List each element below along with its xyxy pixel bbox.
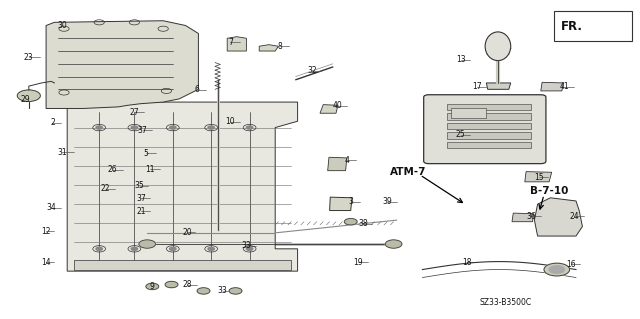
Polygon shape bbox=[447, 132, 531, 139]
Polygon shape bbox=[328, 157, 347, 171]
Text: 33: 33 bbox=[241, 241, 252, 250]
Text: 16: 16 bbox=[566, 260, 576, 269]
Polygon shape bbox=[486, 83, 511, 89]
Text: 18: 18 bbox=[463, 258, 472, 267]
Text: 31: 31 bbox=[57, 148, 67, 157]
Text: 7: 7 bbox=[228, 38, 233, 47]
Text: 40: 40 bbox=[333, 101, 343, 110]
Circle shape bbox=[208, 247, 214, 250]
Text: 34: 34 bbox=[46, 204, 56, 212]
Text: 5: 5 bbox=[143, 149, 148, 158]
Polygon shape bbox=[451, 108, 486, 118]
Circle shape bbox=[544, 263, 570, 276]
Text: 17: 17 bbox=[472, 82, 482, 91]
Text: 4: 4 bbox=[344, 156, 349, 165]
Circle shape bbox=[131, 247, 138, 250]
Polygon shape bbox=[541, 82, 563, 91]
Polygon shape bbox=[259, 45, 278, 51]
Circle shape bbox=[208, 126, 214, 129]
Polygon shape bbox=[227, 37, 246, 51]
Circle shape bbox=[17, 90, 40, 101]
Text: 28: 28 bbox=[182, 280, 191, 289]
Circle shape bbox=[170, 247, 176, 250]
Text: 2: 2 bbox=[50, 118, 55, 127]
Text: 27: 27 bbox=[129, 108, 140, 117]
Circle shape bbox=[246, 126, 253, 129]
Text: 30: 30 bbox=[58, 21, 68, 30]
Text: 26: 26 bbox=[107, 165, 117, 174]
Polygon shape bbox=[74, 260, 291, 270]
Circle shape bbox=[246, 247, 253, 250]
FancyBboxPatch shape bbox=[424, 95, 546, 164]
Polygon shape bbox=[320, 105, 338, 113]
FancyBboxPatch shape bbox=[554, 11, 632, 41]
Text: 41: 41 bbox=[559, 82, 570, 91]
Text: 8: 8 bbox=[278, 42, 283, 51]
Text: 33: 33 bbox=[218, 286, 228, 295]
Text: 35: 35 bbox=[134, 181, 145, 190]
Text: SZ33-B3500C: SZ33-B3500C bbox=[479, 298, 532, 307]
Text: 36: 36 bbox=[526, 212, 536, 221]
Polygon shape bbox=[447, 113, 531, 120]
Text: ATM-7: ATM-7 bbox=[390, 167, 427, 177]
Polygon shape bbox=[46, 21, 198, 108]
Polygon shape bbox=[67, 102, 298, 271]
Text: 15: 15 bbox=[534, 173, 544, 182]
Polygon shape bbox=[447, 123, 531, 129]
Text: 9: 9 bbox=[150, 282, 155, 291]
Text: 12: 12 bbox=[42, 227, 51, 236]
Text: 21: 21 bbox=[136, 207, 145, 216]
Circle shape bbox=[146, 283, 159, 290]
Polygon shape bbox=[512, 213, 534, 222]
Circle shape bbox=[229, 288, 242, 294]
Text: 14: 14 bbox=[41, 258, 51, 267]
Circle shape bbox=[197, 288, 210, 294]
Text: FR.: FR. bbox=[561, 20, 582, 33]
Text: 38: 38 bbox=[358, 219, 369, 228]
Polygon shape bbox=[447, 104, 531, 110]
Text: 19: 19 bbox=[353, 258, 364, 267]
Text: 3: 3 bbox=[348, 197, 353, 206]
Text: B-7-10: B-7-10 bbox=[530, 186, 568, 197]
Text: 25: 25 bbox=[456, 130, 466, 139]
Polygon shape bbox=[447, 142, 531, 148]
Text: 24: 24 bbox=[570, 212, 580, 221]
Circle shape bbox=[96, 247, 102, 250]
Text: 22: 22 bbox=[101, 184, 110, 193]
Circle shape bbox=[165, 281, 178, 288]
Text: 32: 32 bbox=[307, 66, 317, 75]
Polygon shape bbox=[330, 197, 352, 211]
Text: 6: 6 bbox=[195, 85, 200, 94]
Text: 37: 37 bbox=[138, 126, 148, 135]
Text: 10: 10 bbox=[225, 117, 236, 126]
Circle shape bbox=[96, 126, 102, 129]
Circle shape bbox=[385, 240, 402, 248]
Text: 23: 23 bbox=[24, 53, 34, 62]
Text: 20: 20 bbox=[182, 228, 192, 237]
Polygon shape bbox=[525, 172, 552, 182]
Text: 13: 13 bbox=[456, 56, 466, 64]
Text: 29: 29 bbox=[20, 95, 31, 104]
Text: 11: 11 bbox=[146, 165, 155, 174]
Ellipse shape bbox=[485, 32, 511, 61]
Circle shape bbox=[131, 126, 138, 129]
Circle shape bbox=[344, 219, 357, 225]
Text: 37: 37 bbox=[136, 194, 146, 203]
Circle shape bbox=[139, 240, 156, 248]
Text: 39: 39 bbox=[382, 197, 392, 206]
Polygon shape bbox=[534, 198, 582, 236]
Circle shape bbox=[170, 126, 176, 129]
Circle shape bbox=[549, 266, 564, 273]
